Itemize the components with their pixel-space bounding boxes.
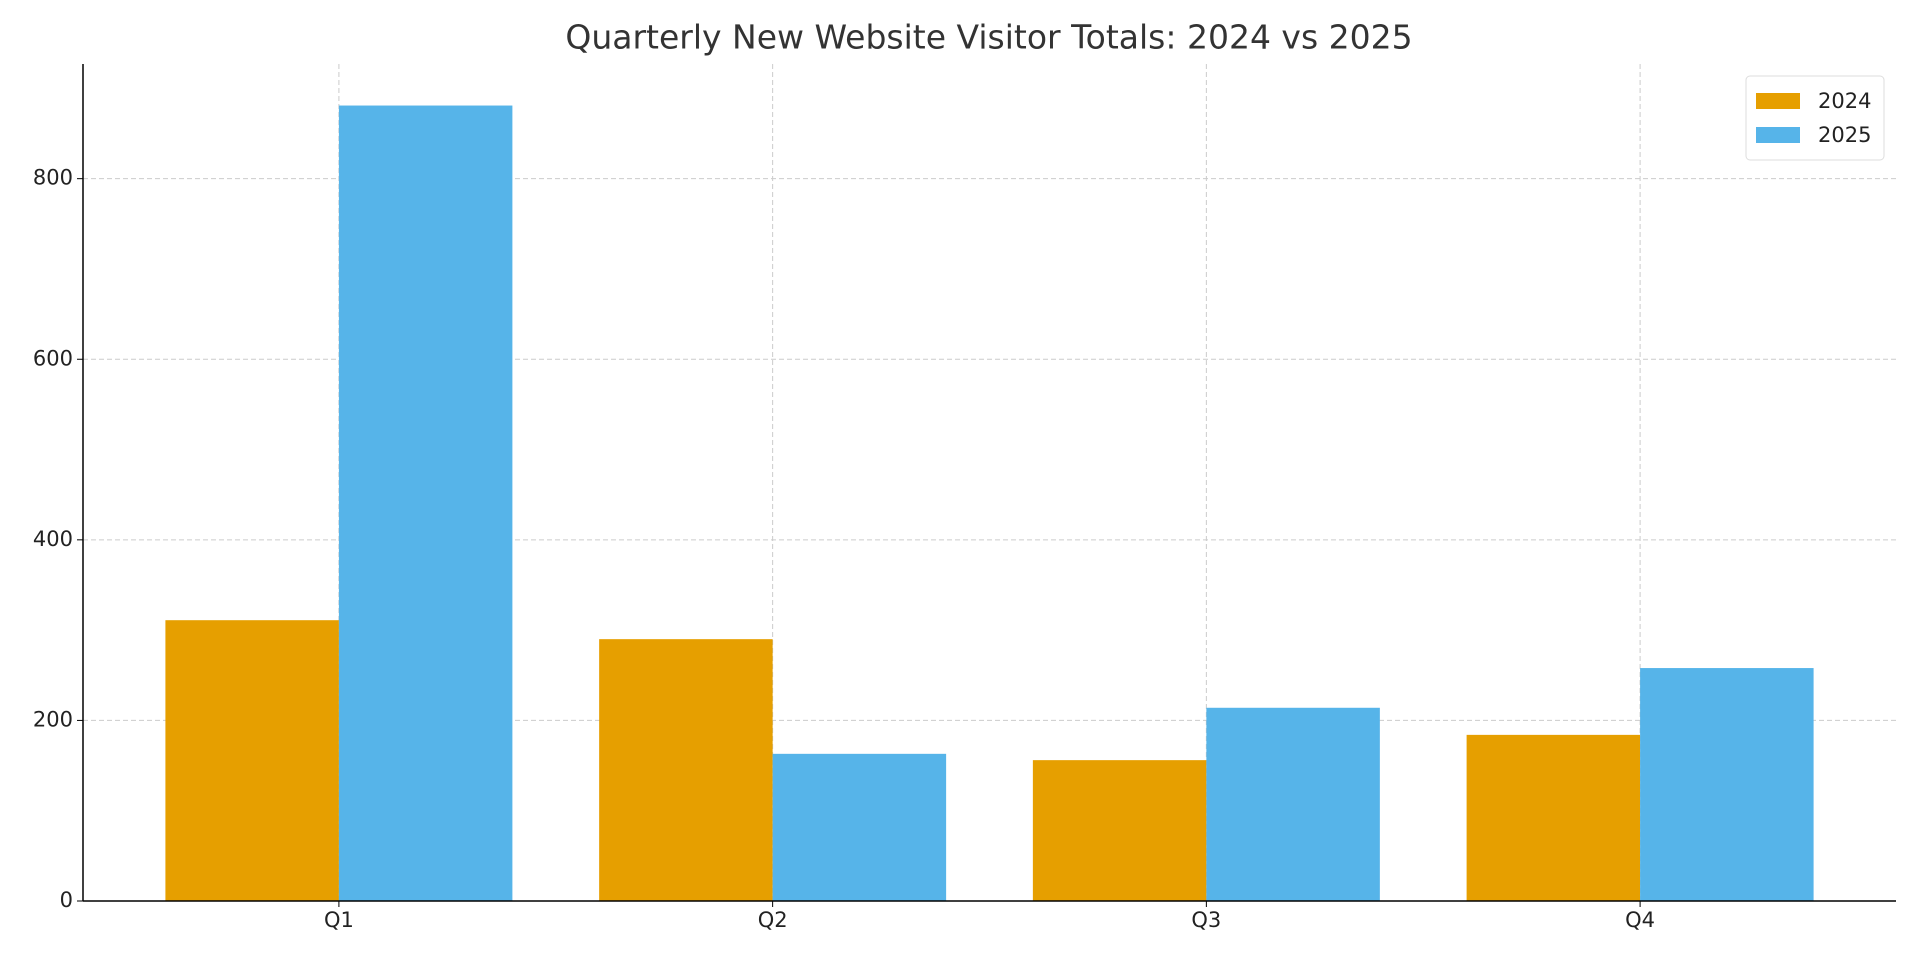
y-tick-label: 800 — [33, 166, 73, 190]
legend-swatch — [1756, 127, 1800, 143]
bar — [338, 105, 513, 901]
bar — [1640, 668, 1814, 901]
bar — [1466, 734, 1641, 901]
legend-swatch — [1756, 93, 1800, 109]
x-tick-label: Q3 — [1191, 908, 1221, 932]
y-tick-label: 200 — [33, 707, 73, 731]
bar — [1206, 707, 1380, 901]
bar — [165, 620, 339, 901]
y-tick-label: 600 — [33, 346, 73, 370]
bar — [599, 639, 773, 901]
y-tick-label: 0 — [60, 888, 73, 912]
x-tick-label: Q2 — [758, 908, 788, 932]
bar — [772, 753, 947, 901]
bar — [1032, 760, 1207, 901]
legend-label: 2025 — [1818, 123, 1871, 147]
chart-title: Quarterly New Website Visitor Totals: 20… — [565, 18, 1412, 57]
x-tick-label: Q1 — [324, 908, 354, 932]
y-tick-label: 400 — [33, 527, 73, 551]
x-tick-label: Q4 — [1625, 908, 1655, 932]
legend-label: 2024 — [1818, 89, 1871, 113]
